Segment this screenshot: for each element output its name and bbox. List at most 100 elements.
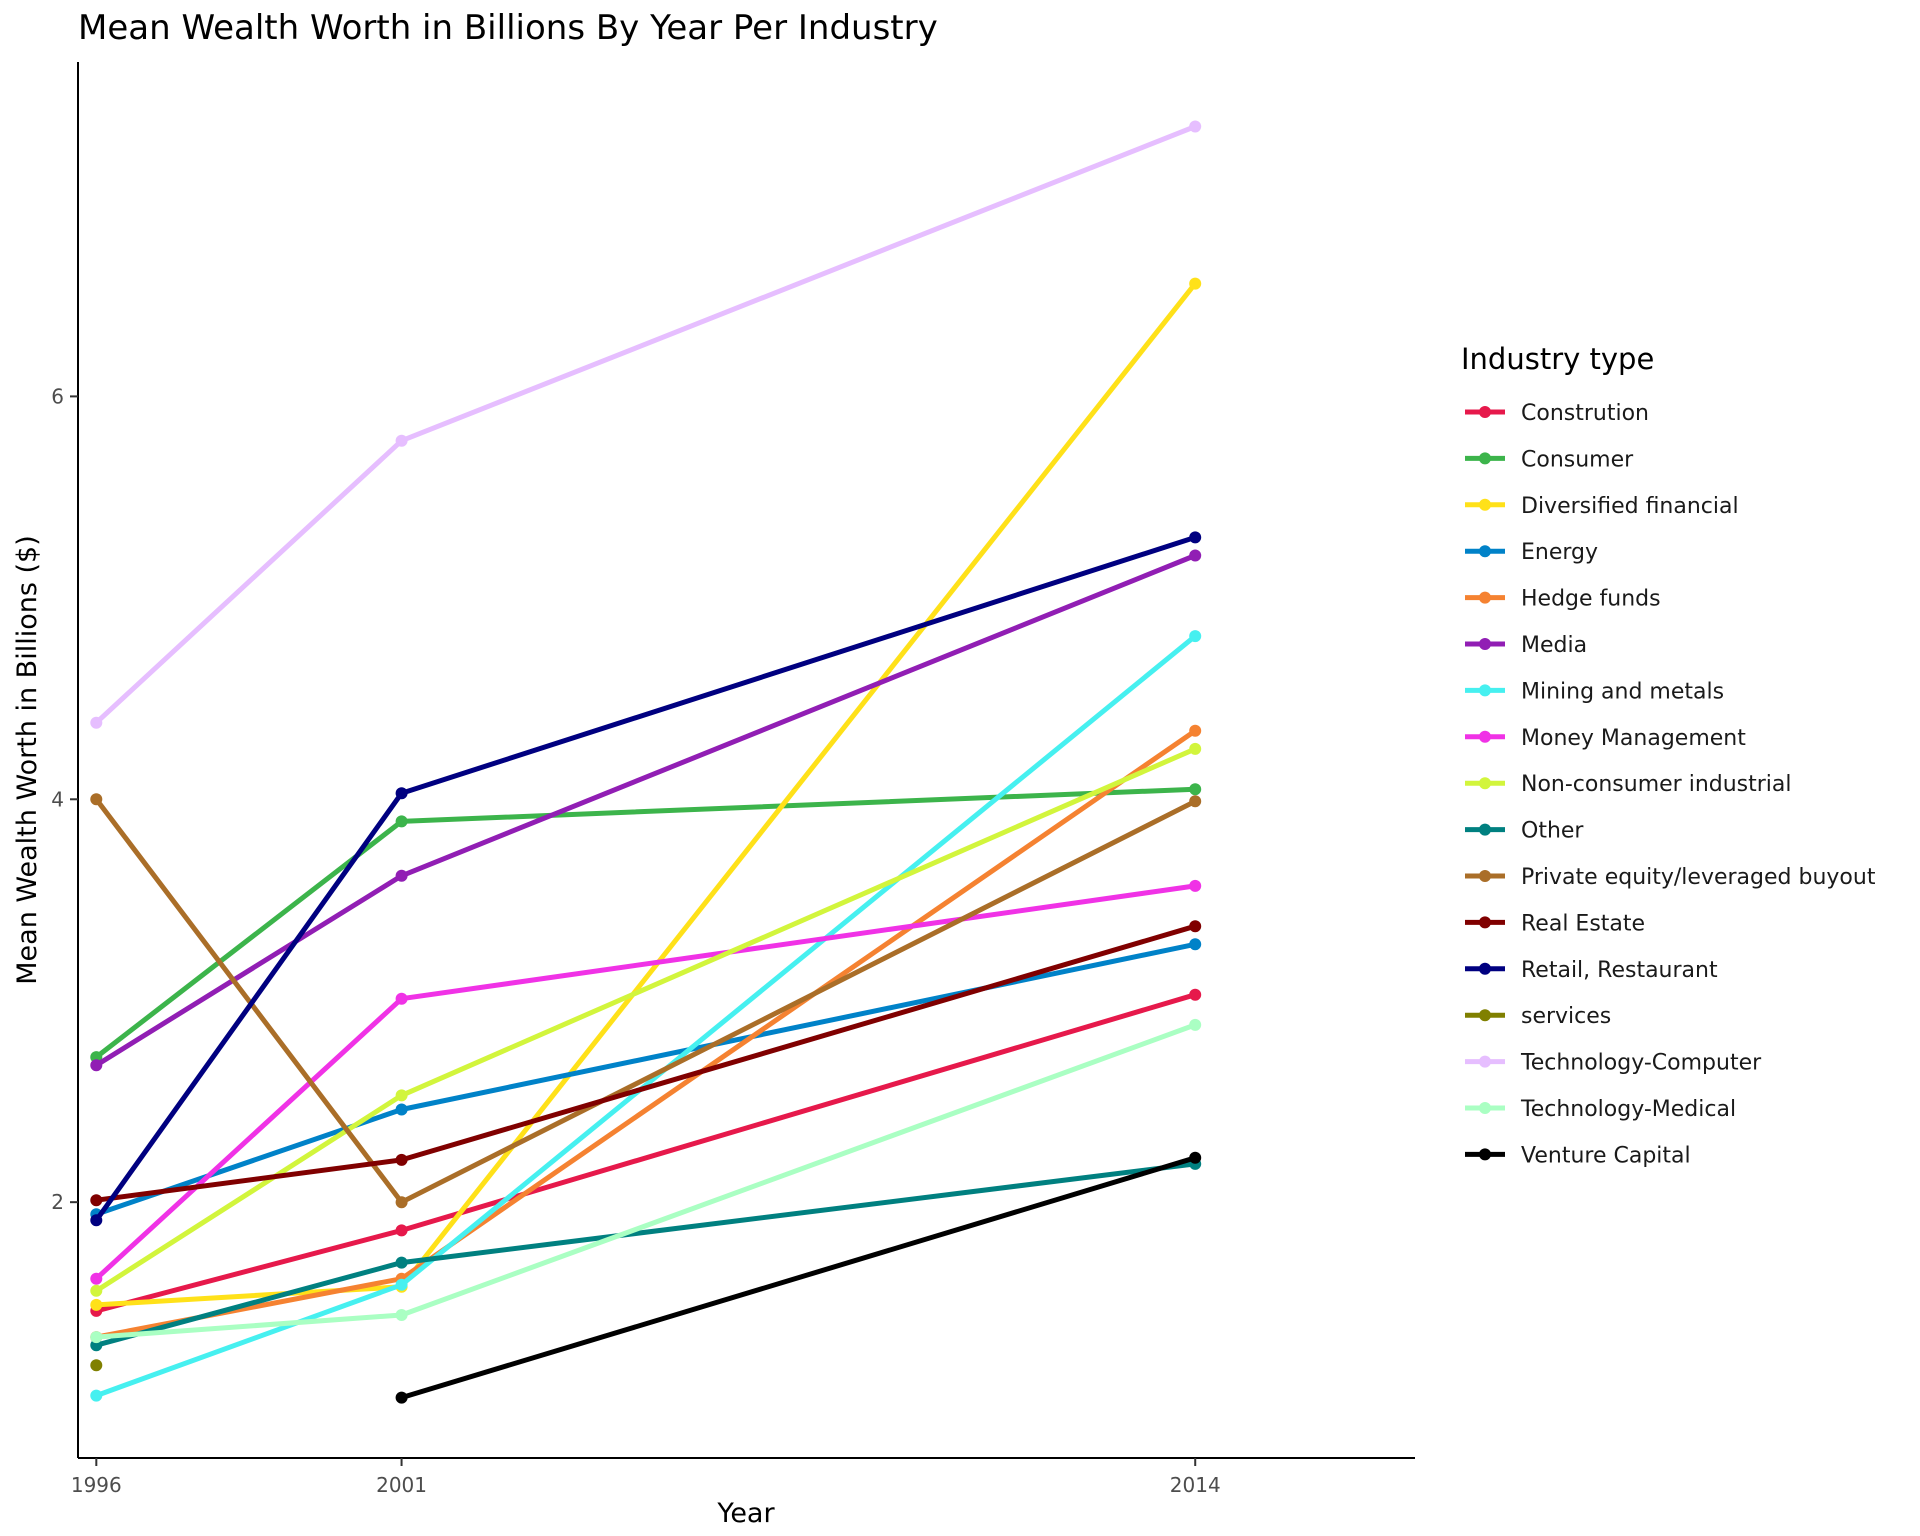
legend-item-energy: Energy (1465, 540, 1598, 565)
legend-label: services (1521, 1004, 1611, 1029)
plot-area (90, 120, 1202, 1404)
legend-item-hedge-funds: Hedge funds (1465, 587, 1661, 612)
legend-label: Technology-Medical (1520, 1097, 1736, 1122)
data-point-retail-restaurant (395, 787, 408, 800)
data-point-retail-restaurant (1189, 531, 1202, 544)
data-point-technology-computer (395, 434, 408, 447)
y-axis-ticks: 2 4 6 (51, 384, 78, 1214)
y-tick-label: 2 (51, 1190, 64, 1214)
legend-swatch-point (1479, 684, 1491, 697)
series-line-technology-computer (94, 124, 1197, 725)
data-point-real-estate (1189, 920, 1202, 933)
chart-title: Mean Wealth Worth in Billions By Year Pe… (78, 8, 938, 48)
y-axis-title: Mean Wealth Worth in Billions ($) (12, 535, 43, 984)
legend-swatch-point (1479, 406, 1491, 418)
data-point-venture-capital (395, 1391, 408, 1404)
legend-item-constrution: Constrution (1465, 401, 1649, 426)
series-line-constrution (95, 992, 1196, 1314)
series-line-other (95, 1161, 1196, 1348)
data-point-energy (395, 1103, 408, 1116)
data-point-non-consumer-industrial (90, 1284, 103, 1297)
legend-swatch-point (1479, 730, 1491, 743)
data-point-money-management (1189, 879, 1202, 892)
legend-item-services: services (1465, 1004, 1611, 1029)
x-axis-title: Year (716, 1498, 775, 1529)
legend-label: Money Management (1521, 726, 1746, 751)
legend-item-other: Other (1465, 819, 1584, 844)
data-point-mining-and-metals (1189, 630, 1202, 643)
legend-item-technology-medical: Technology-Medical (1465, 1097, 1736, 1122)
data-point-private-equity-leveraged-buyout (1189, 795, 1202, 808)
data-point-technology-computer (1189, 120, 1202, 133)
legend-swatch-point (1479, 591, 1491, 604)
legend-swatch-point (1479, 823, 1491, 836)
series-line-venture-capital (400, 1155, 1196, 1400)
x-axis-ticks: 1996 2001 2014 (71, 1458, 1221, 1497)
legend-swatch-point (1479, 638, 1491, 650)
legend-label: Constrution (1521, 401, 1649, 426)
series-technology-medical (90, 1018, 1202, 1344)
legend-swatch-point (1479, 1009, 1491, 1022)
legend-title: Industry type (1461, 342, 1654, 376)
legend-swatch-point (1479, 916, 1491, 929)
legend-label: Diversified financial (1521, 494, 1739, 519)
series-line-retail-restaurant (94, 535, 1196, 1222)
data-point-constrution (395, 1224, 408, 1237)
data-point-other (395, 1256, 408, 1269)
legend-item-mining-and-metals: Mining and metals (1465, 679, 1724, 704)
data-point-private-equity-leveraged-buyout (90, 793, 103, 806)
legend-swatch-point (1479, 870, 1491, 882)
data-point-technology-computer (90, 716, 103, 729)
legend-swatch-point (1479, 545, 1491, 558)
y-tick-label: 6 (51, 384, 64, 408)
legend-label: Private equity/leveraged buyout (1521, 865, 1876, 890)
series-media (90, 549, 1202, 1072)
legend-swatch-point (1479, 1055, 1491, 1068)
data-point-media (395, 869, 408, 882)
data-point-consumer (1189, 783, 1202, 796)
series-services (90, 1359, 103, 1372)
x-tick-label: 2001 (376, 1473, 427, 1497)
legend-swatch-point (1479, 1102, 1491, 1114)
legend-label: Consumer (1521, 447, 1634, 472)
data-point-mining-and-metals (395, 1278, 408, 1291)
data-point-constrution (1189, 988, 1202, 1001)
data-point-real-estate (90, 1194, 103, 1207)
legend-label: Real Estate (1521, 911, 1645, 936)
legend-swatch-point (1479, 1148, 1491, 1161)
legend-item-retail-restaurant: Retail, Restaurant (1465, 958, 1718, 983)
data-point-retail-restaurant (90, 1214, 103, 1227)
legend-item-media: Media (1465, 633, 1587, 658)
series-mining-and-metals (90, 630, 1202, 1402)
legend: Industry type Constrution Consumer Diversi… (1461, 342, 1876, 1168)
series-retail-restaurant (90, 531, 1202, 1227)
data-point-non-consumer-industrial (1189, 742, 1202, 755)
legend-label: Retail, Restaurant (1521, 958, 1718, 983)
data-point-money-management (395, 992, 408, 1005)
legend-swatch-point (1479, 777, 1491, 790)
legend-item-money-management: Money Management (1465, 726, 1746, 751)
series-technology-computer (90, 120, 1202, 729)
data-point-media (1189, 549, 1202, 562)
series-real-estate (90, 920, 1202, 1207)
data-point-venture-capital (1189, 1151, 1202, 1164)
legend-label: Media (1521, 633, 1587, 658)
legend-label: Mining and metals (1521, 679, 1724, 704)
legend-items: Constrution Consumer Diversified financial… (1465, 401, 1876, 1168)
data-point-diversified-financial (90, 1298, 103, 1311)
legend-swatch-point (1479, 498, 1491, 511)
data-point-technology-medical (1189, 1018, 1202, 1031)
series-non-consumer-industrial (90, 742, 1202, 1297)
legend-label: Non-consumer industrial (1521, 772, 1792, 797)
x-tick-label: 2014 (1170, 1473, 1221, 1497)
legend-item-consumer: Consumer (1465, 447, 1634, 472)
legend-label: Venture Capital (1521, 1143, 1691, 1168)
legend-item-real-estate: Real Estate (1465, 911, 1645, 936)
data-point-consumer (395, 815, 408, 828)
x-tick-label: 1996 (71, 1473, 122, 1497)
legend-label: Other (1521, 819, 1584, 844)
series-private-equity-leveraged-buyout (90, 793, 1202, 1209)
data-point-non-consumer-industrial (395, 1089, 408, 1102)
legend-item-technology-computer: Technology-Computer (1465, 1051, 1762, 1076)
